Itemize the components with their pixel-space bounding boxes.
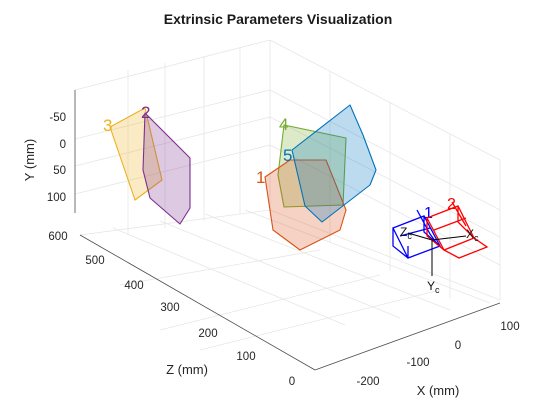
camera-2-body [426, 201, 489, 259]
camera-x-letter: X [466, 227, 474, 241]
plane-3: 3 [103, 107, 163, 201]
plane-4-surface [277, 124, 347, 208]
camera-x-axis [431, 235, 467, 241]
plane-3-label: 3 [103, 116, 112, 135]
plane-1-surface [264, 159, 347, 251]
camera-z-letter: Z [400, 225, 407, 239]
plane-4: 4 [277, 115, 347, 208]
chart-title: Extrinsic Parameters Visualization [164, 11, 393, 27]
y-tick-labels: -50 0 50 100 [47, 112, 66, 204]
camera-1-label: 1 [424, 205, 433, 222]
x-tick-labels: -200 -100 0 100 [356, 321, 519, 388]
plane-4-label: 4 [279, 115, 288, 134]
x-tick-label: -100 [406, 357, 429, 369]
z-tick-label: 300 [160, 302, 179, 314]
plane-5: 5 [283, 104, 377, 223]
plane-2: 2 [141, 103, 191, 225]
z-tick-labels: 0 100 200 300 400 500 600 [48, 231, 295, 388]
camera-x-subscript: c [474, 233, 479, 243]
axes-grid [74, 39, 501, 351]
plane-2-label: 2 [141, 103, 150, 122]
camera-2-label: 2 [447, 196, 456, 213]
z-tick-label: 500 [85, 255, 104, 267]
plane-5-surface [291, 104, 377, 223]
camera-z-label: Zc [400, 225, 412, 241]
camera-y-letter: Y [427, 279, 435, 293]
z-tick-label: 400 [124, 280, 143, 292]
x-axis-label: X (mm) [417, 383, 460, 398]
plane-1-label: 1 [256, 168, 265, 187]
y-tick-label: 100 [47, 192, 66, 204]
z-tick-label: 600 [48, 231, 67, 243]
y-tick-label: 50 [53, 165, 66, 177]
x-tick-label: 0 [455, 340, 461, 352]
z-tick-label: 100 [236, 351, 255, 363]
plane-3-surface [109, 107, 163, 201]
z-axis-label: Z (mm) [166, 362, 208, 377]
axis-lines [74, 90, 501, 371]
camera-z-subscript: c [407, 231, 412, 241]
x-tick-label: -200 [356, 376, 379, 388]
y-tick-label: -50 [49, 112, 66, 124]
camera-y-label: Yc [427, 279, 440, 295]
x-tick-label: 100 [500, 321, 519, 333]
plane-1: 1 [256, 159, 347, 251]
camera-y-subscript: c [435, 285, 440, 295]
y-axis-label: Y (mm) [22, 139, 37, 181]
camera-x-label: Xc [466, 227, 479, 243]
z-tick-label: 0 [289, 376, 295, 388]
camera-coordinate-axes: Zc Xc Yc [400, 225, 479, 295]
y-tick-label: 0 [60, 139, 66, 151]
plane-5-label: 5 [283, 146, 292, 165]
z-tick-label: 200 [198, 328, 217, 340]
camera-z-axis [407, 232, 433, 241]
camera-2: 2 [426, 196, 489, 259]
plane-2-surface [142, 112, 191, 225]
